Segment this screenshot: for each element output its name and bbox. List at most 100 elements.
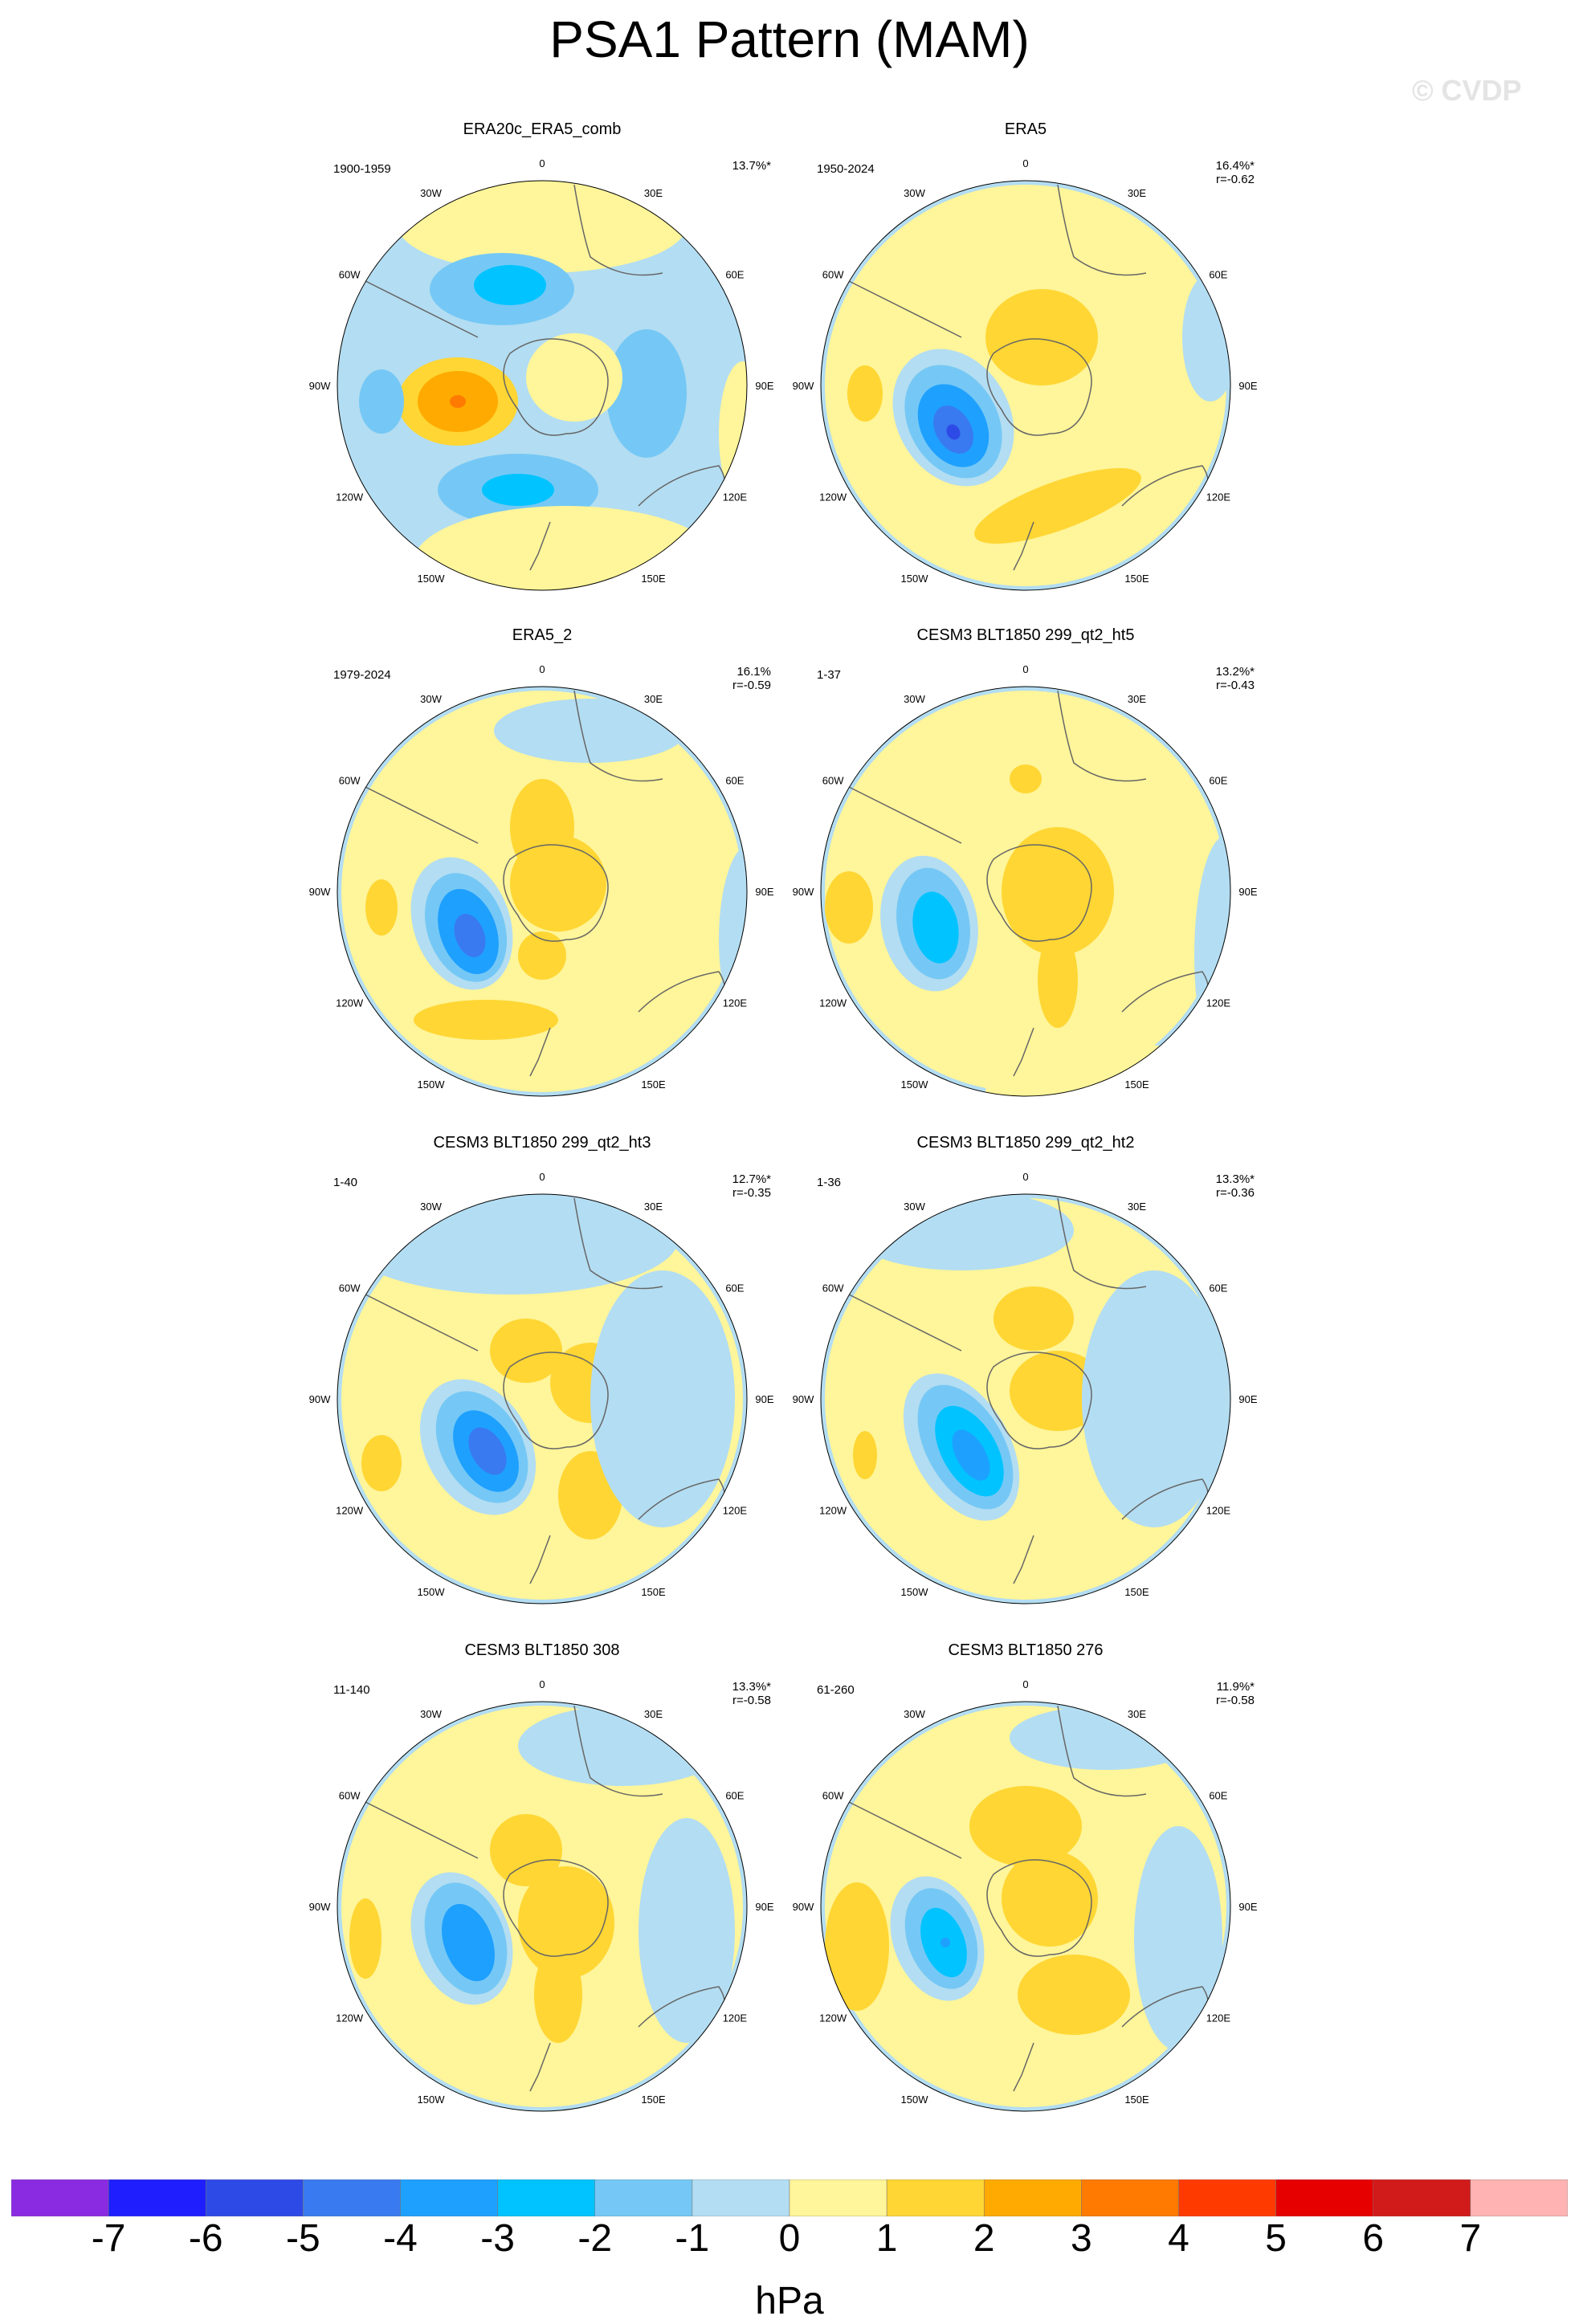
polar-map: 030E60E90E120E150E180150W120W90W60W30W (793, 663, 1258, 1097)
longitude-label: 150E (641, 1078, 666, 1091)
antarctica-outline (503, 844, 609, 942)
panel-stats: 13.3%* r=-0.36 (1216, 1172, 1255, 1200)
map-panel: 030E60E90E120E150E180150W120W90W60W30WCE… (773, 1134, 1279, 1616)
longitude-label: 90W (309, 380, 331, 392)
anomaly-contour (912, 891, 959, 964)
anomaly-contour (474, 265, 546, 305)
map-border (337, 1193, 748, 1604)
longitude-label: 30E (1128, 693, 1146, 705)
africa-outline (573, 690, 663, 782)
anomaly-contour (398, 181, 687, 273)
anomaly-contour (974, 467, 1141, 544)
panel-variance-pct: 13.3%* (1215, 1172, 1255, 1186)
longitude-label: 90W (309, 886, 331, 898)
longitude-label: 30W (420, 187, 442, 199)
anomaly-contour (526, 333, 622, 422)
africa-outline (1057, 690, 1147, 782)
longitude-label: 90W (793, 1901, 814, 1913)
panel-period: 1-37 (817, 668, 842, 682)
panel-stats: 11.9%* r=-0.58 (1216, 1680, 1255, 1707)
antarctica-outline (986, 338, 1092, 436)
longitude-label: 60E (1209, 775, 1227, 787)
africa-outline (573, 1197, 663, 1290)
polar-map: 030E60E90E120E150E180150W120W90W60W30W (309, 157, 774, 591)
longitude-label: 120W (336, 2012, 364, 2024)
panel-period: 61-260 (817, 1683, 855, 1697)
longitude-label: 30E (1128, 1201, 1146, 1213)
panel-variance-pct: 16.1% (736, 665, 771, 679)
south-america-outline (365, 280, 479, 338)
panel-title: ERA5_2 (512, 626, 573, 644)
anomaly-contour (414, 506, 719, 590)
panel-stats: 12.7%* r=-0.35 (732, 1172, 771, 1200)
longitude-label: 120E (723, 491, 748, 504)
longitude-label: 150W (901, 1078, 929, 1091)
longitude-label: 0 (539, 1171, 545, 1183)
anomaly-contour (482, 474, 554, 506)
panel-stats: 16.4%* r=-0.62 (1216, 159, 1255, 186)
panel-period: 1979-2024 (333, 668, 391, 682)
longitude-label: 60W (822, 1282, 844, 1295)
south-america-outline (365, 1294, 479, 1352)
longitude-label: 0 (1022, 157, 1028, 169)
map-border (820, 1701, 1231, 2112)
anomaly-contour (847, 365, 883, 422)
map-panel: 030E60E90E120E150E180150W120W90W60W30WER… (289, 626, 795, 1108)
longitude-label: 30W (420, 1708, 442, 1720)
longitude-label: 150W (418, 2094, 446, 2106)
panel-title: CESM3 BLT1850 299_qt2_ht2 (916, 1134, 1135, 1152)
south-america-outline (848, 786, 962, 844)
longitude-label: 120E (1206, 1505, 1231, 1517)
longitude-label: 30W (420, 693, 442, 705)
colorbar (11, 2179, 1568, 2216)
africa-outline (573, 1705, 663, 1797)
new-zealand-outline (529, 1535, 551, 1584)
longitude-label: 150E (1124, 573, 1149, 585)
colorbar-tick-label: -1 (675, 2217, 710, 2260)
panel-period: 11-140 (333, 1683, 370, 1697)
map-border (820, 686, 1231, 1097)
panel-title: CESM3 BLT1850 276 (948, 1641, 1104, 1659)
anomaly-contour (952, 1429, 990, 1481)
south-america-outline (365, 786, 479, 844)
anomaly-contour (454, 913, 486, 958)
longitude-label: 150E (1124, 1078, 1149, 1091)
new-zealand-outline (529, 521, 551, 571)
anomaly-contour (825, 1882, 889, 2011)
polar-map: 030E60E90E120E150E180150W120W90W60W30W (793, 1171, 1258, 1604)
longitude-label: 60W (822, 775, 844, 787)
figure-title: PSA1 Pattern (MAM) (549, 10, 1030, 68)
longitude-label: 0 (1022, 1678, 1028, 1690)
colorbar-segment (594, 2179, 693, 2216)
longitude-label: 30E (644, 1201, 663, 1213)
map-panel: 030E60E90E120E150E180150W120W90W60W30WCE… (773, 1641, 1279, 2123)
longitude-label: 120W (336, 997, 364, 1009)
longitude-label: 60E (1209, 1790, 1227, 1802)
longitude-label: 60W (339, 775, 361, 787)
longitude-label: 60W (339, 1790, 361, 1802)
colorbar-units-label: hPa (755, 2280, 824, 2322)
panel-stats: 13.3%* r=-0.58 (732, 1680, 771, 1707)
map-border (337, 686, 748, 1097)
longitude-label: 60E (725, 1790, 744, 1802)
colorbar-tick-label: -2 (577, 2217, 613, 2260)
longitude-label: 60W (339, 1282, 361, 1295)
anomaly-contour (940, 1938, 950, 1947)
longitude-label: 90E (1238, 380, 1257, 392)
anomaly-contour (494, 699, 687, 763)
longitude-label: 30W (904, 693, 925, 705)
panel-pattern-corr: r=-0.36 (1216, 1186, 1255, 1200)
colorbar-tick-label: -4 (383, 2217, 418, 2260)
longitude-label: 150E (641, 573, 666, 585)
colorbar-segment (1470, 2179, 1568, 2216)
longitude-label: 60E (725, 1282, 744, 1295)
longitude-label: 30W (904, 1708, 925, 1720)
new-zealand-outline (1013, 1027, 1034, 1077)
anomaly-contour (946, 424, 961, 440)
longitude-label: 120W (336, 1505, 364, 1517)
longitude-label: 90E (755, 1901, 773, 1913)
longitude-label: 150W (901, 2094, 929, 2106)
longitude-label: 90W (793, 886, 814, 898)
longitude-label: 30W (904, 1201, 925, 1213)
panel-title: CESM3 BLT1850 299_qt2_ht3 (433, 1134, 651, 1152)
